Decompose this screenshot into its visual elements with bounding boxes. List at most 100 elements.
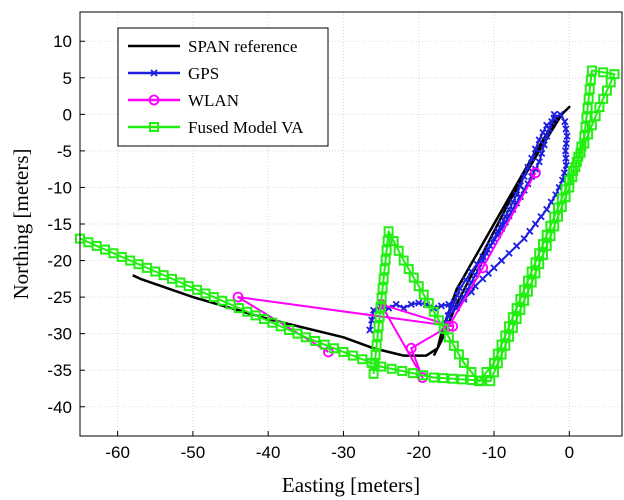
data-point (511, 303, 522, 314)
data-point (479, 275, 487, 283)
data-point (538, 149, 546, 157)
data-point (582, 103, 593, 114)
data-point (310, 335, 321, 346)
data-point (507, 312, 518, 323)
data-point (377, 283, 388, 294)
data-point (371, 340, 382, 351)
data-point (564, 175, 575, 186)
data-point (560, 184, 571, 195)
data-point (586, 120, 597, 131)
tick-layer: -60 -50 -40 -30 -20 -10 0 10 5 0 -5 -10 -15 -20 -25 -30… (47, 32, 574, 462)
data-point (504, 321, 515, 332)
data-point (456, 284, 464, 292)
data-point (376, 361, 387, 372)
data-point (443, 320, 455, 332)
data-point (374, 311, 385, 322)
data-point (585, 74, 596, 85)
data-point (594, 102, 605, 113)
y-tick-label: -25 (47, 288, 72, 307)
data-point (378, 273, 389, 284)
y-tick-label: -20 (47, 252, 72, 271)
data-point (545, 125, 553, 133)
data-point (397, 365, 408, 376)
y-tick-label: -10 (47, 178, 72, 197)
data-point (512, 242, 521, 250)
data-point (388, 236, 399, 247)
data-point (428, 306, 439, 317)
x-tick-label: 0 (565, 443, 574, 462)
data-point (413, 281, 424, 292)
data-point (561, 147, 570, 155)
data-point (393, 245, 404, 256)
data-point (447, 373, 458, 384)
legend-label: Fused Model VA (188, 118, 304, 137)
series-fused-model-va (75, 65, 620, 387)
x-tick-label: -60 (105, 443, 130, 462)
data-point (428, 372, 439, 383)
data-point (484, 245, 492, 254)
data-point (583, 93, 594, 104)
data-point (477, 262, 489, 274)
data-point (505, 249, 513, 257)
data-point (563, 132, 571, 140)
y-tick-label: -40 (47, 398, 72, 417)
data-point (232, 291, 244, 303)
data-point (450, 298, 458, 306)
data-point (467, 267, 476, 276)
data-point (541, 229, 552, 240)
data-point (562, 125, 570, 133)
data-point (490, 264, 498, 272)
y-axis-label: Northing [meters] (9, 148, 33, 299)
data-point (579, 138, 590, 149)
data-point (571, 156, 582, 167)
y-tick-label: 0 (63, 105, 72, 124)
y-tick-label: -15 (47, 215, 72, 234)
data-point (545, 220, 556, 231)
data-point (581, 112, 592, 123)
data-point (497, 256, 506, 265)
data-point (300, 332, 311, 343)
data-point (535, 158, 543, 166)
legend-label: SPAN reference (188, 37, 297, 56)
data-point (550, 110, 558, 118)
data-point (405, 342, 417, 354)
data-point (381, 245, 392, 256)
data-point (415, 299, 423, 307)
data-point (347, 350, 358, 361)
data-point (540, 141, 548, 149)
data-point (515, 293, 526, 304)
data-point (357, 354, 368, 365)
y-tick-label: 5 (63, 69, 72, 88)
data-point (398, 255, 409, 266)
y-tick-label: -30 (47, 325, 72, 344)
data-point (556, 110, 564, 118)
legend-marker (149, 122, 159, 132)
y-tick-label: 10 (53, 32, 72, 51)
series-layer (75, 65, 620, 387)
data-point (520, 172, 528, 181)
legend-label: WLAN (188, 91, 239, 110)
data-point (584, 84, 595, 95)
data-point (457, 374, 468, 385)
x-tick-label: -10 (482, 443, 507, 462)
data-point (528, 154, 536, 162)
data-point (586, 65, 597, 76)
data-point (375, 302, 386, 313)
x-tick-label: -30 (331, 443, 356, 462)
data-point (444, 312, 452, 320)
data-point (519, 284, 530, 295)
data-point (376, 292, 387, 303)
data-point (379, 264, 390, 275)
data-point (575, 147, 586, 158)
data-point (590, 111, 601, 122)
data-point (524, 163, 532, 171)
data-point (562, 139, 570, 148)
data-point (418, 370, 429, 381)
data-point (530, 257, 541, 268)
data-point (438, 373, 449, 384)
legend-item: GPS (128, 64, 219, 83)
data-point (492, 348, 503, 359)
data-point (481, 367, 492, 378)
data-point (380, 254, 391, 265)
